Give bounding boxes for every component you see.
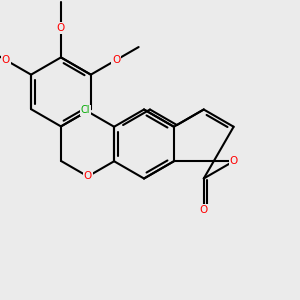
Text: O: O bbox=[200, 205, 208, 214]
Text: Cl: Cl bbox=[81, 105, 91, 116]
Text: O: O bbox=[230, 156, 238, 166]
Text: O: O bbox=[112, 55, 120, 65]
Text: O: O bbox=[2, 55, 10, 65]
Text: O: O bbox=[57, 23, 65, 33]
Text: O: O bbox=[84, 171, 92, 182]
